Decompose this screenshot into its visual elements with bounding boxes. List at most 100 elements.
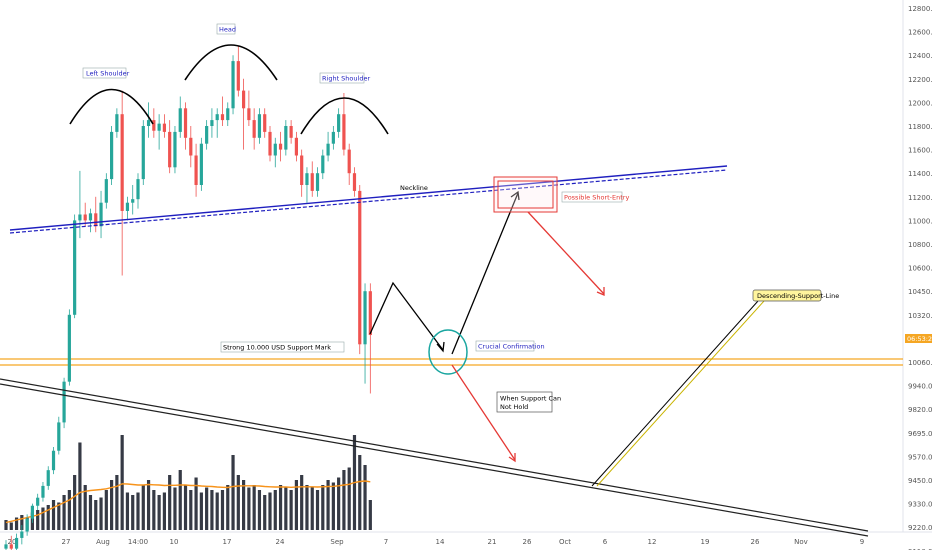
candle-body (278, 143, 283, 150)
price-tick-label: 11000.00 (908, 217, 932, 225)
candle-body (368, 291, 372, 336)
price-tick-label: 12000.00 (908, 99, 932, 107)
time-tick-label: Sep (330, 538, 344, 546)
volume-bar (41, 507, 45, 530)
volume-bar (141, 485, 145, 530)
candle-body (41, 485, 45, 498)
candle-body (342, 114, 346, 150)
projection-arrowhead (436, 341, 445, 353)
time-tick-label: 21 (488, 538, 497, 546)
volume-bar (321, 485, 325, 530)
volume-bar (189, 490, 193, 530)
volume-bar (20, 515, 24, 530)
price-tick-label: 10450.00 (908, 288, 932, 296)
right-shoulder-label-box: Right Shoulder (319, 72, 370, 84)
volume-bar (300, 475, 304, 530)
candle-body (14, 537, 19, 549)
volume-bar (36, 510, 40, 530)
time-tick-label: 26 (751, 538, 760, 546)
candle-body (168, 131, 172, 168)
volume-bar (4, 520, 8, 530)
price-tick-label: 9330.00 (908, 501, 932, 509)
candle-body (136, 179, 140, 200)
descending-support-line[interactable] (0, 378, 869, 537)
volume-bar (162, 492, 166, 530)
candle-body (78, 214, 82, 221)
volume-bar (152, 490, 156, 530)
candle-body (315, 173, 320, 191)
neckline-trendline[interactable] (9, 165, 728, 234)
volume-bar (131, 495, 135, 530)
time-tick-label: 9 (860, 538, 864, 546)
candle-body (88, 213, 93, 221)
candle-body (326, 143, 330, 156)
candle-body (57, 422, 61, 451)
volume-bar (263, 495, 267, 530)
candle-body (62, 381, 66, 423)
candle-body (83, 214, 87, 221)
volume-bar (115, 475, 119, 530)
descending-callout-label: Descending-Support-Line (757, 292, 839, 300)
volume-bar (226, 485, 230, 530)
candle-body (104, 179, 108, 203)
time-tick-label: 26 (523, 538, 532, 546)
confirmation-label: Crucial Confirmation (478, 343, 545, 351)
candle-body (331, 131, 335, 144)
support-label: Strong 10.000 USD Support Mark (223, 344, 331, 352)
price-tick-label: 9570.00 (908, 453, 932, 461)
bounce-arrowhead (510, 190, 520, 201)
volume-bar (252, 485, 256, 530)
candle-body (236, 61, 240, 91)
price-axis[interactable]: 12800.00 12600.00 12400.00 12200.00 12000.00… (908, 5, 932, 550)
volume-bar (358, 455, 362, 530)
candle-body (162, 123, 166, 132)
candle-body (20, 531, 24, 538)
volume-bars (4, 435, 372, 530)
price-tick-label: 10060.00 (908, 359, 932, 367)
time-tick-label: 24 (276, 538, 285, 546)
volume-bar (247, 487, 251, 530)
price-tick-label: 9220.00 (908, 524, 932, 532)
short-entry-zone[interactable] (493, 176, 558, 213)
candle-body (305, 173, 309, 185)
candle-body (242, 90, 246, 109)
price-tick-label: 11600.00 (908, 147, 932, 155)
candle-body (257, 114, 262, 138)
price-tick-label: 12400.00 (908, 52, 932, 60)
time-tick-label: 7 (384, 538, 388, 546)
time-axis[interactable]: 20 27 Aug 14:00 10 17 24 Sep 7 14 21 26 Oct 6 12 19 26 No… (8, 538, 865, 546)
volume-bar (88, 495, 93, 530)
candle-body (289, 126, 293, 138)
price-tick-label: 9940.00 (908, 383, 932, 391)
volume-bar (157, 495, 161, 530)
price-tick-label: 10320.00 (908, 312, 932, 320)
current-price-tag: 06:53:28 (905, 334, 932, 343)
candle-body (358, 190, 362, 345)
right-shoulder-arc (300, 97, 389, 135)
volume-bar (205, 487, 209, 530)
candle-body (226, 108, 230, 121)
price-tick-label: 11800.00 (908, 123, 932, 131)
candle-body (268, 131, 272, 156)
descending-callout-pointer-a (591, 300, 759, 487)
candle-body (178, 108, 182, 132)
price-tick-label: 11400.00 (908, 170, 932, 178)
candle-body (115, 114, 119, 132)
candle-body (67, 314, 71, 382)
bounce-arrow-line (451, 192, 519, 355)
candle-body (231, 61, 235, 109)
candle-body (215, 114, 219, 121)
volume-bar (273, 490, 277, 530)
candle-body (363, 291, 367, 345)
volume-bar (257, 490, 262, 530)
volume-bar (305, 485, 309, 530)
confirmation-circle[interactable] (428, 329, 468, 375)
price-tick-label: 9110.00 (908, 548, 932, 550)
volume-bar (337, 477, 341, 530)
neckline-label: Neckline (400, 184, 428, 192)
volume-bar (368, 500, 372, 530)
left-shoulder-label-box: Left Shoulder (82, 67, 130, 79)
candle-body (141, 126, 145, 180)
candle-body (99, 202, 103, 227)
